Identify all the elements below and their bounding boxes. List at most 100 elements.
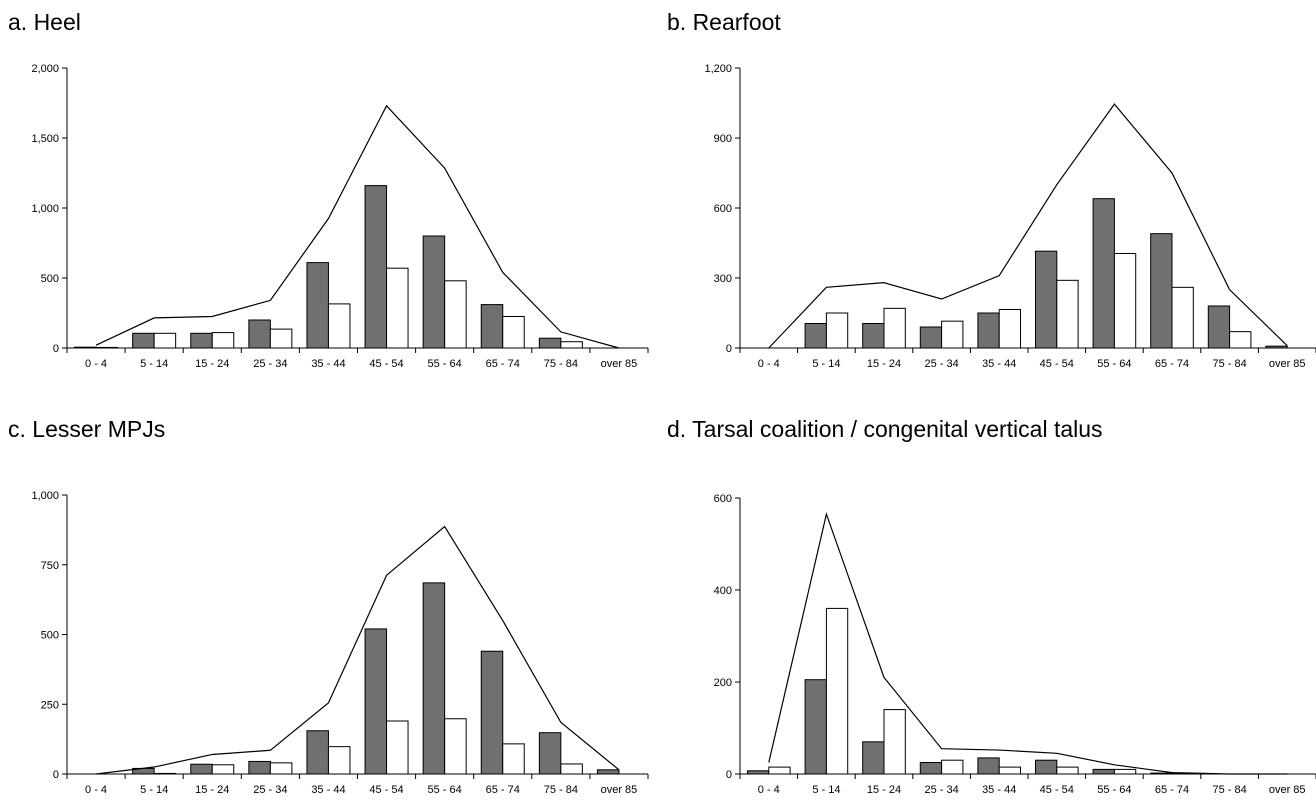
chart-c-bar-s1: [422, 582, 446, 775]
chart-b-bar-s1: [1265, 345, 1288, 349]
chart-a-bar-s1: [132, 332, 155, 349]
chart-d-x-tick-label: 65 - 74: [1155, 784, 1189, 796]
chart-d-bar-s1: [862, 741, 885, 775]
chart-b-x-tick-label: 35 - 44: [982, 358, 1016, 370]
chart-b-bar-s1: [1207, 305, 1231, 349]
chart-a-bar-s1: [74, 346, 97, 349]
chart-d-x-tick-label: 35 - 44: [982, 784, 1016, 796]
chart-c-bar-s1: [364, 628, 388, 775]
chart-a-bar-s1: [480, 304, 504, 349]
chart-a-x-tick-label: 45 - 54: [369, 358, 403, 370]
chart-d-bar-s2: [825, 607, 849, 775]
chart-b-x-tick-label: 0 - 4: [758, 358, 780, 370]
chart-b-bar-s2: [883, 307, 906, 349]
chart-a-x-tick-label: 65 - 74: [486, 358, 520, 370]
chart-c-y-tick-label: 750: [41, 560, 59, 572]
chart-c-y-tick-label: 500: [41, 630, 59, 642]
chart-b-x-tick-label: 55 - 64: [1097, 358, 1131, 370]
chart-d-x-tick-label: 15 - 24: [867, 784, 901, 796]
chart-b-bar-s1: [804, 323, 827, 349]
chart-c-bar-s1: [538, 732, 562, 775]
chart-a-y-tick-label: 500: [41, 273, 59, 285]
chart-c-y-tick-label: 250: [41, 699, 59, 711]
chart-a-bar-s2: [560, 341, 583, 349]
chart-a-bar-s1: [306, 262, 329, 349]
chart-b-x-tick-label: 5 - 14: [812, 358, 840, 370]
chart-b-x-tick-label: over 85: [1269, 358, 1306, 370]
chart-d-total-line: [768, 511, 1288, 775]
chart-d-bar-s2: [883, 709, 906, 775]
chart-c-bar-s2: [386, 720, 409, 775]
chart-a-y-tick-label: 1,500: [31, 133, 59, 145]
chart-a-bar-s2: [269, 328, 293, 349]
chart-b-bar-s2: [825, 312, 849, 349]
chart-a-bar-s2: [327, 303, 351, 349]
chart-a-x-tick-label: 75 - 84: [544, 358, 578, 370]
chart-c-bar-s2: [502, 743, 525, 775]
chart-panel-d: d. Tarsal coalition / congenital vertica…: [658, 402, 1316, 803]
chart-b-bar-s2: [998, 309, 1022, 349]
chart-d-bar-s2: [1113, 768, 1137, 775]
chart-a-x-tick-label: over 85: [601, 358, 638, 370]
chart-a-x-tick-label: 55 - 64: [428, 358, 462, 370]
chart-a-bar-s1: [422, 235, 446, 349]
chart-a-total-line: [95, 104, 620, 349]
chart-a-title: a. Heel: [8, 9, 81, 35]
chart-a-bar-s2: [502, 316, 525, 349]
chart-a-y-tick-label: 0: [53, 343, 59, 355]
chart-c-x-tick-label: 0 - 4: [85, 784, 107, 796]
chart-c-x-tick-label: 45 - 54: [369, 784, 403, 796]
chart-d-bar-s1: [1034, 759, 1058, 775]
chart-a-bar-s2: [386, 267, 409, 349]
chart-b-bar-s2: [1113, 253, 1137, 349]
chart-a-x-tick-label: 15 - 24: [195, 358, 229, 370]
chart-d-x-tick-label: 75 - 84: [1212, 784, 1246, 796]
chart-b-bar-s1: [977, 312, 1000, 349]
chart-a-svg: a. Heel 0 500 1,000 1,500 2,000 0 - 4 5 - 14 15 …: [8, 9, 649, 370]
chart-c-title: c. Lesser MPJs: [8, 416, 165, 442]
chart-c-x-tick-label: 35 - 44: [311, 784, 345, 796]
chart-c-bar-s2: [153, 772, 177, 775]
chart-d-svg: d. Tarsal coalition / congenital vertica…: [667, 416, 1316, 796]
chart-b-title: b. Rearfoot: [667, 9, 781, 35]
chart-d-x-tick-label: 25 - 34: [924, 784, 958, 796]
chart-b-x-tick-label: 25 - 34: [924, 358, 958, 370]
chart-d-y-tick-label: 0: [726, 769, 732, 781]
chart-c-x-tick-label: 65 - 74: [486, 784, 520, 796]
chart-b-bar-s2: [1056, 279, 1079, 349]
chart-a-x-tick-label: 0 - 4: [85, 358, 107, 370]
chart-d-y-tick-label: 200: [714, 677, 732, 689]
chart-a-bar-s2: [153, 332, 177, 349]
chart-c-bar-s1: [596, 769, 620, 775]
chart-c-x-tick-label: 15 - 24: [195, 784, 229, 796]
chart-a-x-tick-label: 35 - 44: [311, 358, 345, 370]
chart-c-bar-s2: [269, 762, 293, 775]
chart-b-bar-s1: [862, 323, 885, 349]
chart-b-x-tick-label: 15 - 24: [867, 358, 901, 370]
chart-b-bar-s2: [1171, 286, 1194, 349]
chart-b-x-tick-label: 75 - 84: [1212, 358, 1246, 370]
chart-b-bar-s1: [1150, 233, 1173, 349]
chart-d-y-tick-label: 400: [714, 585, 732, 597]
chart-c-x-tick-label: 75 - 84: [544, 784, 578, 796]
chart-b-y-tick-label: 600: [714, 203, 732, 215]
chart-d-bar-s1: [746, 770, 770, 775]
chart-b-svg: b. Rearfoot 0 300 600 900 1,200 0 - 4 5 - 14 15 …: [667, 9, 1316, 370]
chart-a-y-tick-label: 2,000: [31, 63, 59, 75]
chart-b-bar-s1: [919, 326, 943, 349]
chart-d-bar-s2: [998, 766, 1022, 775]
chart-b-y-tick-label: 0: [726, 343, 732, 355]
chart-d-bar-s1: [1150, 772, 1173, 775]
chart-b-bar-s2: [941, 320, 964, 349]
chart-c-y-tick-label: 1,000: [31, 490, 59, 502]
chart-c-x-tick-label: over 85: [601, 784, 638, 796]
chart-c-bar-s2: [444, 718, 467, 775]
chart-b-bar-s1: [1034, 250, 1058, 349]
chart-c-y-tick-label: 0: [53, 769, 59, 781]
chart-panel-a: a. Heel 0 500 1,000 1,500 2,000 0 - 4 5 - 14 15 …: [0, 0, 658, 401]
chart-a-bar-s2: [95, 346, 119, 349]
chart-b-x-tick-label: 65 - 74: [1155, 358, 1189, 370]
chart-d-x-tick-label: 55 - 64: [1097, 784, 1131, 796]
chart-d-x-tick-label: 0 - 4: [758, 784, 780, 796]
chart-d-title: d. Tarsal coalition / congenital vertica…: [667, 416, 1103, 442]
